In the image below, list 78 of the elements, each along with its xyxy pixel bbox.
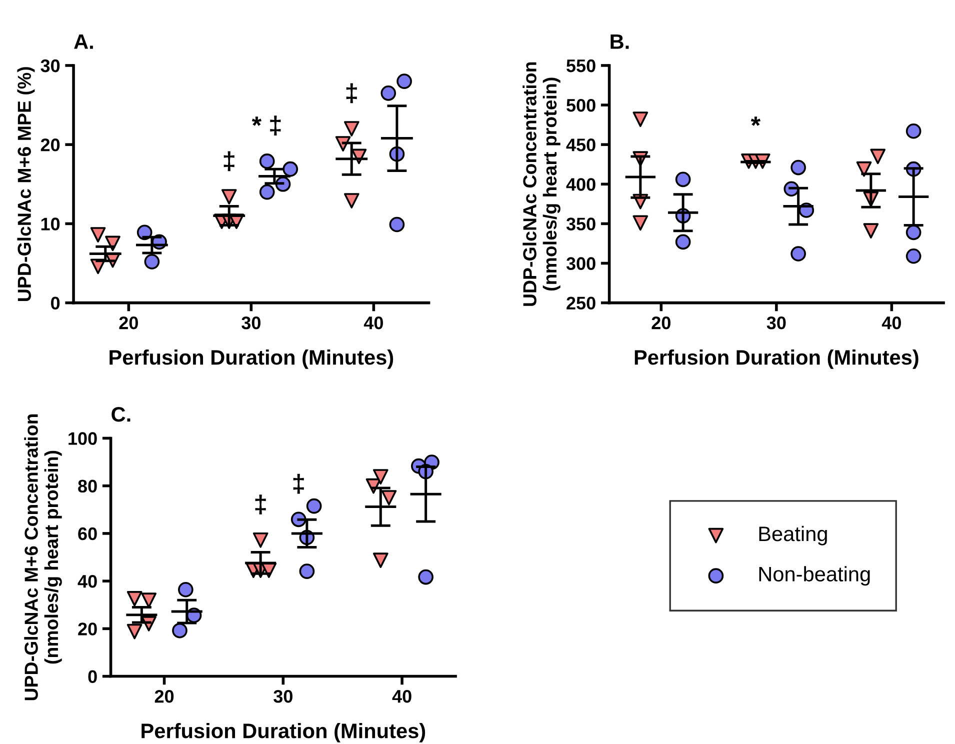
data-label: ‡ [224, 151, 234, 172]
point [396, 74, 412, 89]
y-tick-label: 20 [40, 138, 60, 152]
x-tick-label: 40 [364, 316, 383, 330]
y-tick-label: 0 [88, 670, 97, 684]
point [344, 121, 360, 136]
point [380, 85, 396, 101]
chart-title: C. [112, 407, 130, 422]
point [144, 254, 160, 270]
y-tick-label: 0 [51, 296, 60, 310]
data-label: * ‡ [252, 116, 281, 136]
x-tick-label: 40 [882, 316, 901, 330]
data-label: * [750, 116, 761, 126]
chart-title: A. [74, 34, 93, 49]
point [105, 236, 120, 252]
x-tick-label: 30 [242, 316, 260, 330]
y-tick-label: 20 [78, 622, 97, 636]
point [178, 582, 194, 598]
data-label: ‡ [293, 474, 304, 494]
data-label: ‡ [346, 83, 357, 104]
point [372, 552, 388, 568]
point [252, 532, 268, 548]
x-axis-title: Perfusion Duration (Minutes) [142, 722, 426, 742]
x-axis-title: Perfusion Duration (Minutes) [110, 350, 394, 369]
y-tick-label: 350 [566, 218, 596, 230]
point [790, 160, 806, 176]
x-tick-label: 40 [392, 690, 412, 703]
y-axis-title: UPD-GlcNAc M+6 Concentration (nmoles/g heart protein) [24, 414, 62, 700]
y-axis-title: UPD-GlcNAc M+6 MPE (%) [17, 67, 35, 301]
point [282, 161, 298, 177]
data-label: ‡ [255, 494, 266, 514]
y-tick-label: 100 [68, 432, 97, 445]
point [126, 591, 142, 606]
y-tick-label: 60 [78, 527, 97, 540]
x-tick-label: 30 [274, 690, 292, 703]
point [221, 189, 237, 204]
y-tick-label: 10 [41, 218, 60, 230]
x-tick-label: 20 [119, 316, 138, 330]
point [675, 172, 691, 188]
point [372, 469, 388, 484]
y-tick-label: 30 [40, 59, 60, 72]
legend-label: Beating [759, 526, 827, 546]
point [906, 248, 922, 264]
point [906, 123, 922, 139]
point [863, 223, 879, 238]
y-tick-label: 500 [566, 98, 596, 112]
y-tick-label: 400 [566, 178, 596, 191]
point [259, 154, 275, 169]
y-axis-title: UDP-GlcNAc Concentration (nmoles/g heart protein) [522, 62, 560, 306]
y-tick-label: 40 [78, 575, 97, 588]
point [632, 112, 648, 127]
point [306, 498, 322, 514]
point [381, 490, 397, 506]
chart-title: B. [610, 34, 629, 49]
x-axis-title: Perfusion Duration (Minutes) [634, 350, 918, 369]
point [90, 227, 106, 242]
point [870, 148, 886, 164]
y-tick-label: 550 [566, 59, 596, 72]
point [259, 184, 275, 200]
point [906, 224, 922, 240]
point [856, 161, 872, 177]
y-tick-label: 300 [566, 257, 596, 270]
y-tick-label: 80 [78, 480, 97, 493]
legend-label: Non-beating [759, 566, 870, 586]
y-tick-label: 450 [566, 138, 596, 152]
point [299, 564, 315, 579]
point [675, 234, 691, 250]
x-tick-label: 20 [652, 316, 670, 330]
x-tick-label: 30 [766, 316, 786, 330]
point [790, 246, 806, 262]
point [632, 215, 648, 231]
point [389, 216, 405, 232]
y-tick-label: 250 [566, 296, 596, 310]
point [344, 193, 360, 208]
point [418, 569, 434, 585]
point [126, 624, 142, 640]
point [172, 622, 188, 638]
x-tick-label: 20 [154, 690, 174, 703]
